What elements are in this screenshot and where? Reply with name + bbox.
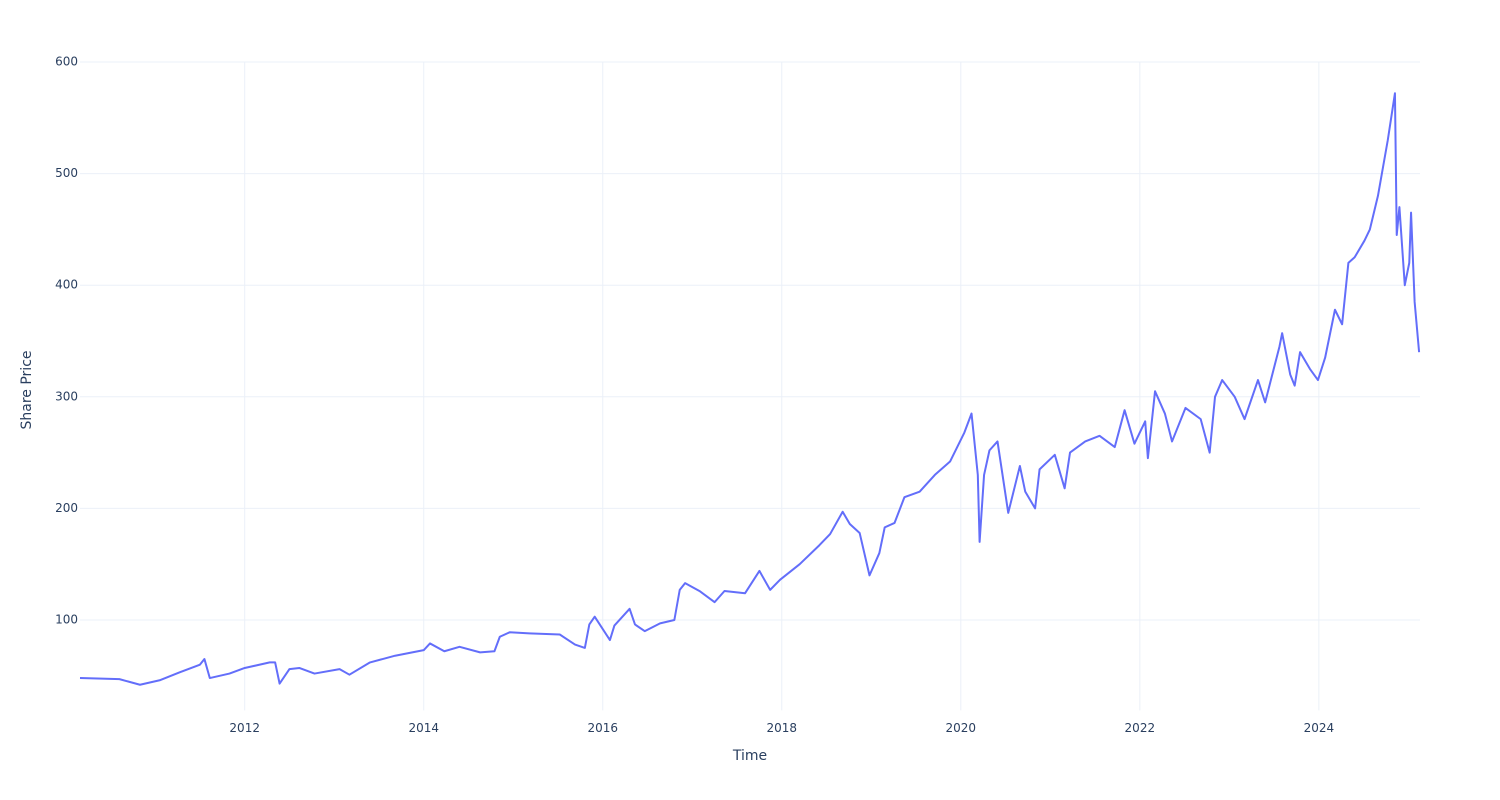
x-tick-label: 2024	[1304, 721, 1335, 735]
y-tick-label: 100	[55, 613, 78, 627]
y-tick-label: 200	[55, 501, 78, 515]
x-axis-title: Time	[732, 748, 767, 764]
line	[79, 92, 1421, 686]
x-tick-label: 2018	[767, 721, 798, 735]
y-axis-title: Share Price	[19, 350, 35, 429]
y-tick-label: 400	[55, 278, 78, 292]
x-tick-label: 2014	[408, 721, 439, 735]
x-tick-label: 2016	[587, 721, 618, 735]
y-tick-label: 500	[55, 166, 78, 180]
x-tick-label: 2020	[946, 721, 977, 735]
y-tick-label: 600	[55, 55, 78, 69]
x-tick-label: 2012	[229, 721, 260, 735]
y-tick-label: 300	[55, 389, 78, 403]
x-tick-label: 2022	[1125, 721, 1156, 735]
